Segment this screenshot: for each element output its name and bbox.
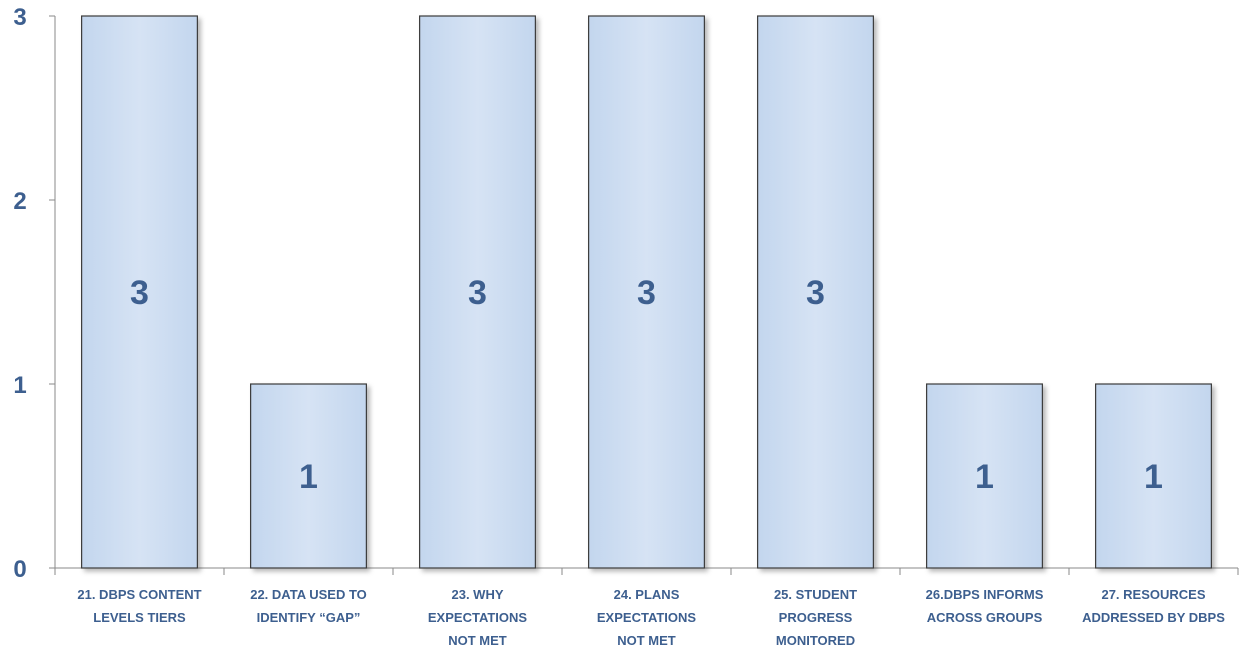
y-tick-label: 0 xyxy=(13,556,26,583)
x-tick-label-line: LEVELS TIERS xyxy=(93,610,186,625)
x-tick-label-line: 23. WHY xyxy=(451,587,503,602)
x-tick-label-line: EXPECTATIONS xyxy=(597,610,697,625)
data-labels: 3 1 3 3 3 1 1 xyxy=(130,274,1163,496)
x-tick-label: 25. STUDENT PROGRESS MONITORED xyxy=(774,587,857,648)
bar-data-label: 3 xyxy=(637,274,656,312)
x-tick-label-line: EXPECTATIONS xyxy=(428,610,528,625)
x-tick-label: 21. DBPS CONTENT LEVELS TIERS xyxy=(77,587,201,625)
x-tick-label: 24. PLANS EXPECTATIONS NOT MET xyxy=(597,587,697,648)
bar xyxy=(81,15,198,569)
bar-data-label: 3 xyxy=(468,274,487,312)
bar-data-label: 3 xyxy=(806,274,825,312)
bar xyxy=(419,15,536,569)
x-tick-label: 22. DATA USED TO IDENTIFY “GAP” xyxy=(250,587,367,625)
x-tick-label-line: MONITORED xyxy=(776,633,855,648)
bar xyxy=(588,15,705,569)
bar-data-label: 1 xyxy=(975,458,994,496)
x-tick-label-line: ADDRESSED BY DBPS xyxy=(1082,610,1225,625)
y-tick-label: 3 xyxy=(13,4,26,31)
x-tick-label-line: ACROSS GROUPS xyxy=(927,610,1043,625)
x-tick-label-line: 25. STUDENT xyxy=(774,587,857,602)
bar-data-label: 1 xyxy=(1144,458,1163,496)
bar-data-label: 1 xyxy=(299,458,318,496)
x-tick-label-line: IDENTIFY “GAP” xyxy=(257,610,361,625)
x-tick-label: 23. WHY EXPECTATIONS NOT MET xyxy=(428,587,528,648)
bar xyxy=(757,15,874,569)
bar xyxy=(250,383,367,569)
bar xyxy=(1095,383,1212,569)
y-tick-label: 1 xyxy=(13,372,26,399)
x-tick-label: 26.DBPS INFORMS ACROSS GROUPS xyxy=(926,587,1044,625)
x-tick-label-line: 26.DBPS INFORMS xyxy=(926,587,1044,602)
x-tick-label-line: 22. DATA USED TO xyxy=(250,587,367,602)
x-tick-label-line: 27. RESOURCES xyxy=(1101,587,1205,602)
x-tick-label-line: 21. DBPS CONTENT xyxy=(77,587,201,602)
x-tick-label-line: NOT MET xyxy=(448,633,507,648)
x-tick-label-line: 24. PLANS xyxy=(614,587,680,602)
x-axis: 21. DBPS CONTENT LEVELS TIERS 22. DATA USE… xyxy=(54,567,1239,648)
x-tick-label: 27. RESOURCES ADDRESSED BY DBPS xyxy=(1082,587,1225,625)
bars xyxy=(81,15,1212,569)
x-tick-label-line: PROGRESS xyxy=(779,610,853,625)
y-axis: 0 1 2 3 xyxy=(13,4,56,583)
y-tick-label: 2 xyxy=(13,188,26,215)
bar xyxy=(926,383,1043,569)
x-tick-label-line: NOT MET xyxy=(617,633,676,648)
bar-data-label: 3 xyxy=(130,274,149,312)
